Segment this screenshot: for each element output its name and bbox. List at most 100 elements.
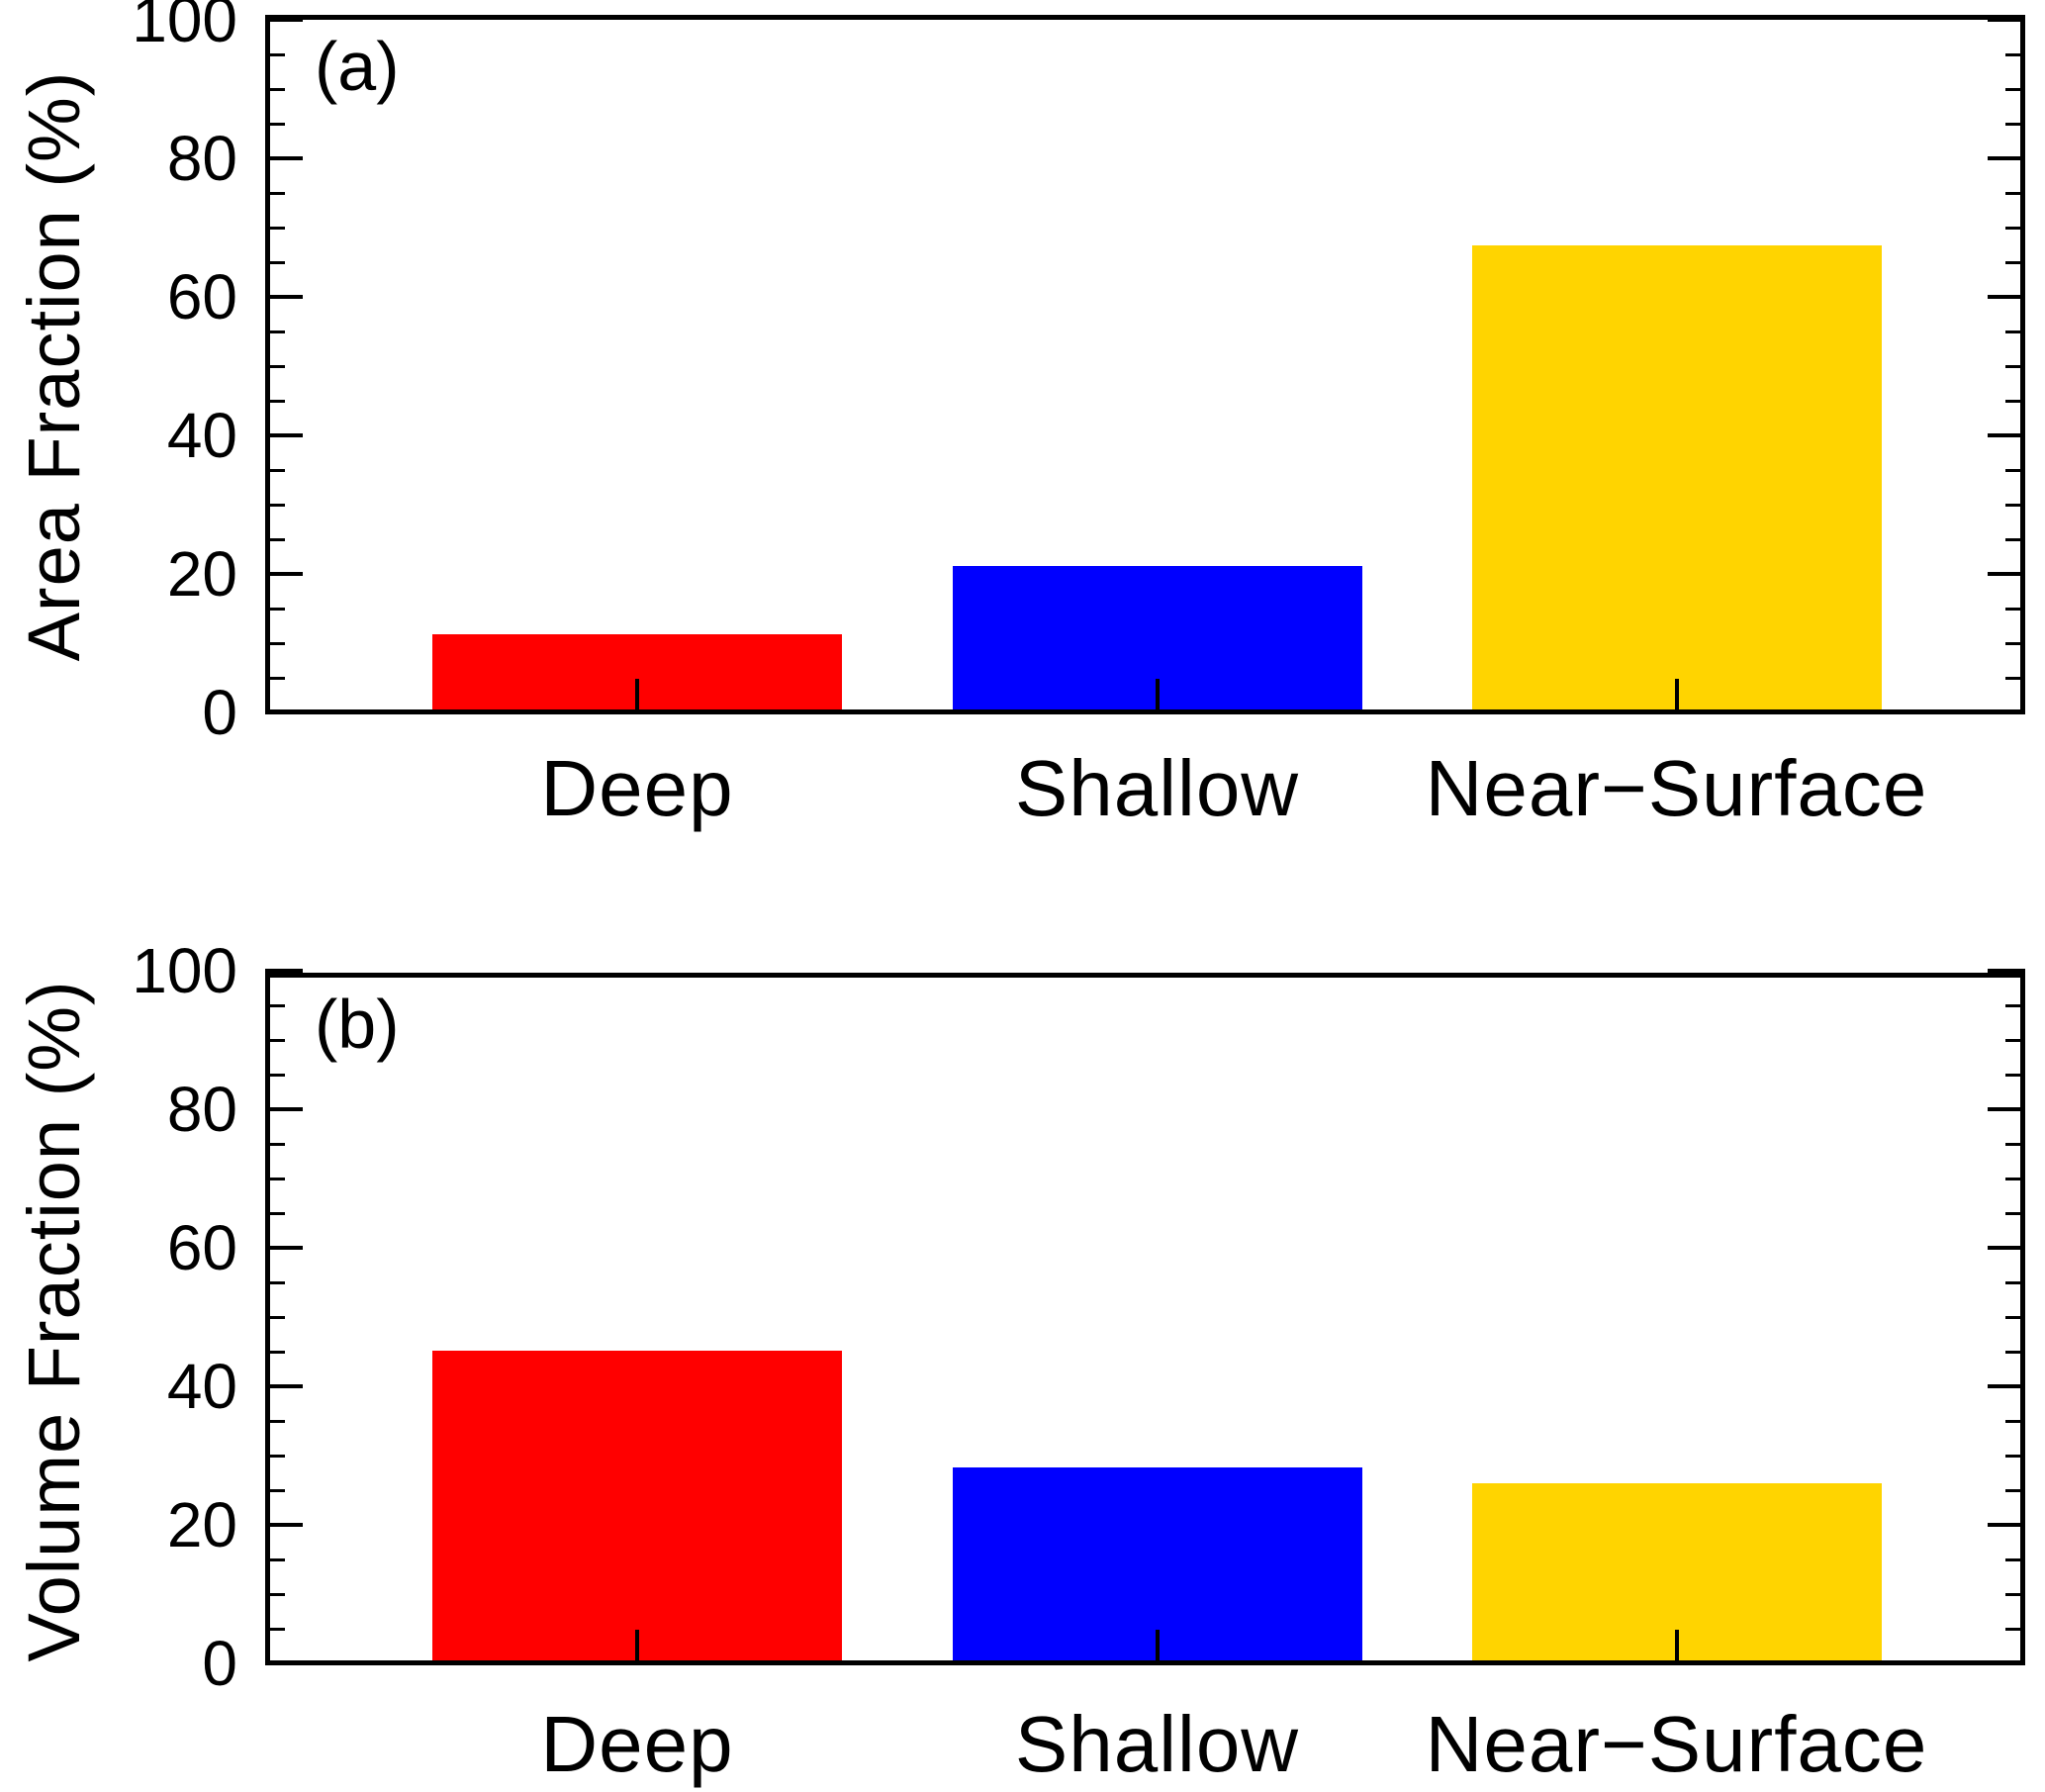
axis-top-border [265, 973, 2025, 978]
panel-label: (a) [315, 28, 400, 105]
y-axis-minor-tick-left [265, 260, 285, 264]
x-axis-tick-near-surface [1674, 1630, 1679, 1665]
y-axis-minor-tick-right [2005, 1142, 2025, 1146]
y-axis-minor-tick-right [2005, 607, 2025, 611]
y-tick-label: 60 [166, 261, 237, 332]
y-axis-major-tick-right [1988, 1246, 2025, 1250]
x-axis-tick-deep [635, 1630, 639, 1665]
y-axis-major-tick-left [265, 572, 303, 576]
y-axis-minor-tick-left [265, 1592, 285, 1596]
y-axis-minor-tick-right [2005, 1592, 2025, 1596]
x-axis-tick-shallow [1155, 1630, 1160, 1665]
y-axis-minor-tick-left [265, 1038, 285, 1042]
y-axis-minor-tick-left [265, 364, 285, 368]
y-axis-minor-tick-left [265, 330, 285, 333]
y-axis-minor-tick-right [2005, 399, 2025, 403]
y-axis-minor-tick-left [265, 87, 285, 91]
y-axis-minor-tick-left [265, 1142, 285, 1146]
y-axis-minor-tick-left [265, 537, 285, 541]
plot-area: (b) [265, 969, 2025, 1665]
y-axis-minor-tick-left [265, 1177, 285, 1180]
y-axis-major-tick-left [265, 295, 303, 299]
y-axis-major-tick-right [1988, 1107, 2025, 1111]
x-tick-label-deep: Deep [540, 744, 734, 832]
y-axis-minor-tick-right [2005, 1557, 2025, 1561]
axis-right-border [2020, 973, 2025, 1665]
y-axis-minor-tick-left [265, 1211, 285, 1215]
x-tick-label-deep: Deep [540, 1700, 734, 1788]
y-axis-minor-tick-left [265, 1003, 285, 1007]
y-axis-major-tick-left [265, 1246, 303, 1250]
y-axis-minor-tick-left [265, 676, 285, 680]
y-axis-minor-tick-right [2005, 1073, 2025, 1077]
y-axis-minor-tick-left [265, 1315, 285, 1319]
y-axis-minor-tick-right [2005, 191, 2025, 195]
y-axis-major-tick-left [265, 156, 303, 160]
y-axis-minor-tick-right [2005, 1280, 2025, 1284]
y-tick-label: 40 [166, 400, 237, 471]
y-axis-major-tick-right [1988, 1384, 2025, 1388]
y-axis-minor-tick-right [2005, 1488, 2025, 1492]
y-axis-title: Volume Fraction (%) [13, 980, 95, 1662]
y-axis-minor-tick-right [2005, 1454, 2025, 1458]
plot-area: (a) [265, 15, 2025, 714]
x-tick-label-shallow: Shallow [1014, 744, 1300, 832]
bar-deep [432, 1351, 842, 1663]
y-axis-minor-tick-right [2005, 330, 2025, 333]
y-axis-major-tick-right [1988, 433, 2025, 437]
x-tick-label-shallow: Shallow [1014, 1700, 1300, 1788]
y-axis-minor-tick-right [2005, 1038, 2025, 1042]
y-axis-minor-tick-right [2005, 52, 2025, 56]
axis-left-border [265, 973, 270, 1665]
y-axis-major-tick-right [1988, 295, 2025, 299]
x-axis-tick-deep [635, 679, 639, 714]
bar-near-surface [1471, 244, 1882, 712]
y-axis-minor-tick-left [265, 1280, 285, 1284]
y-tick-label: 80 [166, 1074, 237, 1145]
y-axis-minor-tick-left [265, 1419, 285, 1423]
panel-label: (b) [315, 986, 400, 1063]
x-axis-tick-shallow [1155, 679, 1160, 714]
y-axis-minor-tick-right [2005, 468, 2025, 472]
y-axis-minor-tick-right [2005, 1315, 2025, 1319]
y-axis-minor-tick-left [265, 503, 285, 507]
y-axis-minor-tick-left [265, 607, 285, 611]
y-axis-major-tick-right [1988, 1523, 2025, 1527]
y-axis-minor-tick-left [265, 1073, 285, 1077]
y-tick-label: 40 [166, 1351, 237, 1422]
axis-bottom-border [265, 1660, 2025, 1665]
y-axis-major-tick-left [265, 1523, 303, 1527]
axis-bottom-border [265, 709, 2025, 714]
y-tick-label: 100 [132, 0, 237, 55]
y-axis-minor-tick-left [265, 399, 285, 403]
y-axis-minor-tick-right [2005, 1003, 2025, 1007]
y-axis-minor-tick-right [2005, 1419, 2025, 1423]
y-axis-minor-tick-right [2005, 87, 2025, 91]
y-axis-major-tick-left [265, 433, 303, 437]
y-axis-minor-tick-left [265, 122, 285, 126]
y-axis-minor-tick-left [265, 1627, 285, 1631]
y-tick-label: 100 [132, 935, 237, 1006]
y-axis-minor-tick-left [265, 1488, 285, 1492]
y-axis-minor-tick-left [265, 52, 285, 56]
y-axis-major-tick-left [265, 1384, 303, 1388]
y-axis-minor-tick-left [265, 1454, 285, 1458]
y-axis-minor-tick-left [265, 191, 285, 195]
y-axis-minor-tick-right [2005, 641, 2025, 645]
y-axis-minor-tick-right [2005, 1627, 2025, 1631]
y-axis-major-tick-left [265, 969, 303, 973]
y-axis-minor-tick-right [2005, 676, 2025, 680]
y-axis-minor-tick-left [265, 641, 285, 645]
x-axis-tick-near-surface [1674, 679, 1679, 714]
y-axis-minor-tick-left [265, 226, 285, 230]
y-axis-minor-tick-right [2005, 1177, 2025, 1180]
y-tick-label: 20 [166, 538, 237, 610]
y-tick-label: 60 [166, 1212, 237, 1283]
y-axis-minor-tick-right [2005, 226, 2025, 230]
y-axis-minor-tick-right [2005, 122, 2025, 126]
y-tick-label: 20 [166, 1489, 237, 1560]
y-axis-major-tick-right [1988, 572, 2025, 576]
y-axis-minor-tick-right [2005, 537, 2025, 541]
